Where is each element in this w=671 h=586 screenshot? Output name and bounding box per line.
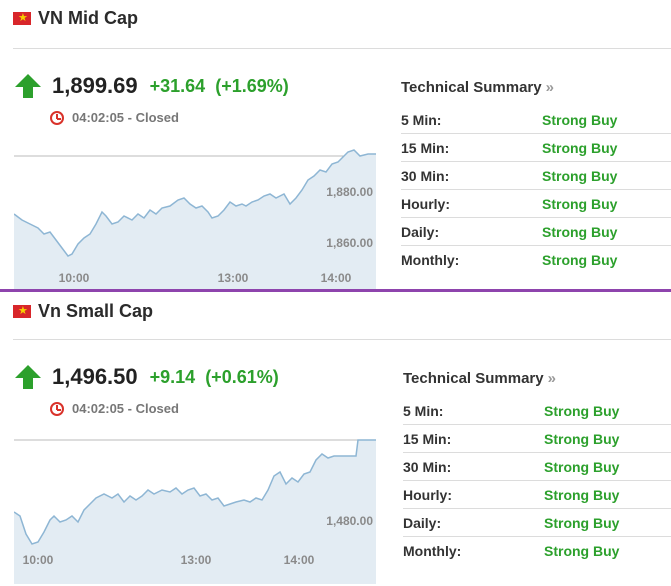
y-tick-label: 1,480.00 [326, 514, 373, 528]
status-time: 04:02:05 [72, 401, 125, 416]
price-change-percent: (+1.69%) [215, 75, 289, 96]
x-tick-label: 10:00 [23, 553, 54, 567]
price-row: 1,496.50 +9.14 (+0.61%) [14, 363, 279, 391]
summary-row: 5 Min: Strong Buy [403, 397, 671, 425]
technical-summary: Technical Summary» 5 Min: Strong Buy 15 M… [401, 79, 671, 274]
technical-summary: Technical Summary» 5 Min: Strong Buy 15 M… [403, 370, 671, 565]
price-change-percent: (+0.61%) [205, 366, 279, 387]
chevron-right-icon: » [547, 370, 556, 387]
last-price: 1,496.50 [52, 364, 138, 389]
market-status: 04:02:05 - Closed [50, 110, 179, 125]
summary-row: 30 Min: Strong Buy [401, 162, 671, 190]
summary-row: Hourly: Strong Buy [403, 481, 671, 509]
index-panel-vn-mid-cap: ★ VN Mid Cap 1,899.69 +31.64 (+1.69%) 04… [0, 0, 671, 291]
signal-value: Strong Buy [542, 195, 618, 212]
summary-row: Monthly: Strong Buy [403, 543, 620, 559]
index-title-row[interactable]: ★ VN Mid Cap [13, 8, 138, 29]
summary-row: Daily: Strong Buy [403, 509, 671, 537]
x-tick-label: 13:00 [181, 553, 212, 567]
x-tick-label: 14:00 [321, 271, 352, 285]
summary-row: Monthly: Strong Buy [401, 252, 618, 268]
signal-value: Strong Buy [544, 458, 620, 475]
signal-value: Strong Buy [542, 167, 618, 184]
signal-value: Strong Buy [544, 486, 620, 503]
clock-icon [50, 401, 64, 416]
signal-value: Strong Buy [544, 430, 620, 447]
arrow-up-icon [15, 365, 41, 389]
technical-summary-link[interactable]: Technical Summary» [401, 79, 554, 96]
divider [13, 48, 671, 49]
clock-icon [50, 110, 64, 125]
summary-row: 5 Min: Strong Buy [401, 106, 671, 134]
signal-value: Strong Buy [544, 402, 620, 419]
section-divider [0, 289, 671, 292]
intraday-chart: 1,480.00 10:00 13:00 14:00 [14, 436, 376, 584]
index-title-row[interactable]: ★ Vn Small Cap [13, 301, 153, 322]
y-tick-label: 1,880.00 [326, 185, 373, 199]
intraday-chart: 1,880.00 1,860.00 10:00 13:00 14:00 [14, 144, 376, 290]
y-tick-label: 1,860.00 [326, 236, 373, 250]
x-tick-label: 14:00 [284, 553, 315, 567]
technical-summary-link[interactable]: Technical Summary» [403, 370, 556, 387]
index-name[interactable]: Vn Small Cap [38, 301, 154, 321]
summary-row: Hourly: Strong Buy [401, 190, 671, 218]
index-name[interactable]: VN Mid Cap [38, 8, 139, 28]
summary-row: 15 Min: Strong Buy [403, 425, 671, 453]
status-label: Closed [135, 401, 179, 416]
chevron-right-icon: » [545, 79, 554, 96]
vietnam-flag-icon: ★ [13, 12, 31, 25]
status-label: Closed [135, 110, 179, 125]
summary-row: 30 Min: Strong Buy [403, 453, 671, 481]
signal-value: Strong Buy [544, 514, 620, 531]
arrow-up-icon [15, 74, 41, 98]
x-tick-label: 10:00 [59, 271, 90, 285]
price-change: +9.14 [149, 366, 196, 387]
signal-value: Strong Buy [542, 252, 618, 268]
signal-value: Strong Buy [542, 223, 618, 240]
price-change: +31.64 [149, 75, 206, 96]
index-panel-vn-small-cap: ★ Vn Small Cap 1,496.50 +9.14 (+0.61%) 0… [0, 291, 671, 586]
vietnam-flag-icon: ★ [13, 305, 31, 318]
summary-row: 15 Min: Strong Buy [401, 134, 671, 162]
signal-value: Strong Buy [544, 543, 620, 559]
divider [13, 339, 671, 340]
x-tick-label: 13:00 [218, 271, 249, 285]
summary-row: Daily: Strong Buy [401, 218, 671, 246]
market-status: 04:02:05 - Closed [50, 401, 179, 416]
signal-value: Strong Buy [542, 139, 618, 156]
status-time: 04:02:05 [72, 110, 125, 125]
last-price: 1,899.69 [52, 73, 138, 98]
signal-value: Strong Buy [542, 111, 618, 128]
price-row: 1,899.69 +31.64 (+1.69%) [14, 72, 289, 100]
